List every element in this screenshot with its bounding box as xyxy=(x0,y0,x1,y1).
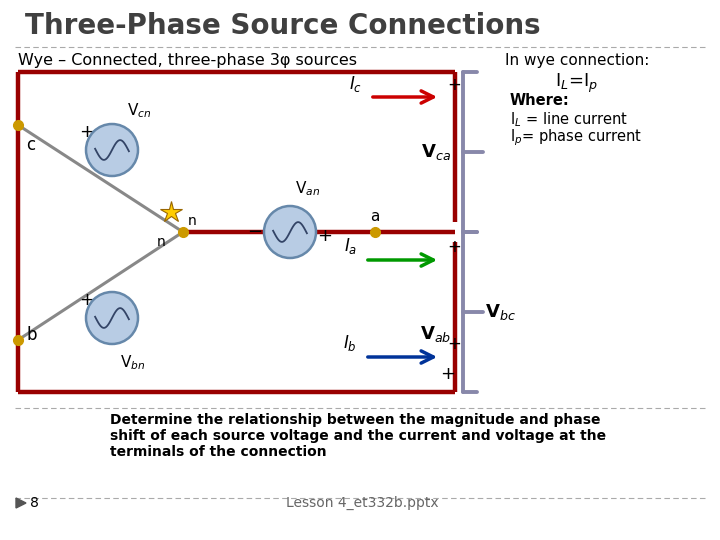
Text: Wye – Connected, three-phase 3φ sources: Wye – Connected, three-phase 3φ sources xyxy=(18,53,357,68)
Text: In wye connection:: In wye connection: xyxy=(505,53,649,68)
Text: +: + xyxy=(447,335,461,353)
Text: a: a xyxy=(370,209,379,224)
Text: I$_p$= phase current: I$_p$= phase current xyxy=(510,127,642,147)
Text: Where:: Where: xyxy=(510,93,570,108)
Text: $I_a$: $I_a$ xyxy=(343,236,357,256)
Text: Determine the relationship between the magnitude and phase
shift of each source : Determine the relationship between the m… xyxy=(110,413,606,460)
Text: I$_L$ = line current: I$_L$ = line current xyxy=(510,110,628,129)
Text: $-$: $-$ xyxy=(248,221,263,239)
Text: 8: 8 xyxy=(30,496,39,510)
Text: Lesson 4_et332b.pptx: Lesson 4_et332b.pptx xyxy=(286,496,438,510)
Polygon shape xyxy=(16,498,26,508)
Text: V$_{an}$: V$_{an}$ xyxy=(295,179,320,198)
Text: V$_{ab}$: V$_{ab}$ xyxy=(420,324,451,344)
Text: $I_b$: $I_b$ xyxy=(343,333,357,353)
Text: V$_{bn}$: V$_{bn}$ xyxy=(120,353,145,372)
Text: +: + xyxy=(79,291,94,309)
Text: +: + xyxy=(440,365,455,383)
Text: V$_{ca}$: V$_{ca}$ xyxy=(421,142,451,162)
Text: +: + xyxy=(447,238,461,256)
Text: c: c xyxy=(26,136,35,154)
Text: V$_{bc}$: V$_{bc}$ xyxy=(485,302,516,322)
Text: n: n xyxy=(188,214,197,228)
Text: +: + xyxy=(318,227,333,245)
Text: +: + xyxy=(447,76,461,94)
Text: $-$: $-$ xyxy=(112,151,127,169)
Text: n: n xyxy=(156,235,165,249)
Circle shape xyxy=(86,124,138,176)
Text: +: + xyxy=(79,123,94,141)
Circle shape xyxy=(86,292,138,344)
Text: $I_c$: $I_c$ xyxy=(349,74,362,94)
Text: V$_{cn}$: V$_{cn}$ xyxy=(127,102,151,120)
Text: b: b xyxy=(26,326,37,344)
Text: Three-Phase Source Connections: Three-Phase Source Connections xyxy=(25,12,541,40)
Text: $-$: $-$ xyxy=(112,319,127,337)
Circle shape xyxy=(264,206,316,258)
Text: I$_L$=I$_p$: I$_L$=I$_p$ xyxy=(555,72,598,95)
